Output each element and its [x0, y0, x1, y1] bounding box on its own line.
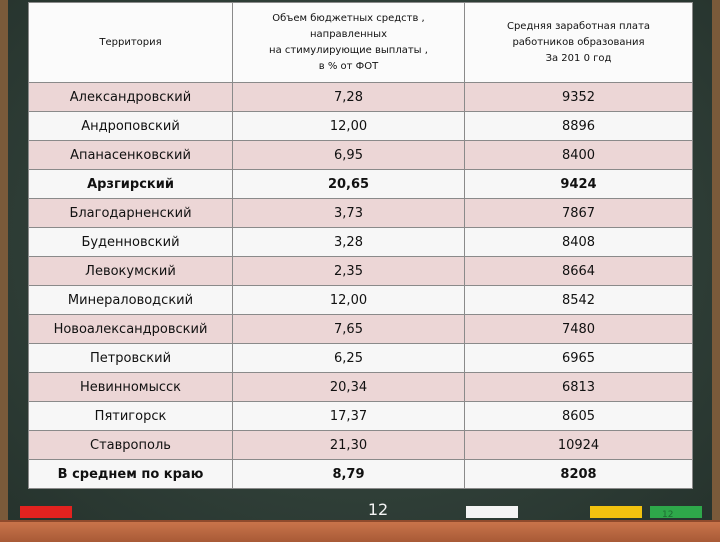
cell-average-salary: 8408: [464, 227, 693, 257]
table-row: Андроповский 12,00 8896: [28, 111, 693, 141]
cell-average-salary: 7867: [464, 198, 693, 228]
table-row: Ставрополь 21,30 10924: [28, 430, 693, 460]
cell-territory: Апанасенковский: [28, 140, 233, 170]
cell-average-salary: 8664: [464, 256, 693, 286]
cell-budget-share: 3,28: [232, 227, 465, 257]
cell-average-salary: 8208: [464, 459, 693, 489]
table-row: Буденновский 3,28 8408: [28, 227, 693, 257]
cell-territory: В среднем по краю: [28, 459, 233, 489]
cell-territory: Пятигорск: [28, 401, 233, 431]
cell-average-salary: 8400: [464, 140, 693, 170]
chalk-white: [466, 506, 518, 518]
header-average-salary: Средняя заработная плата работников обра…: [464, 2, 693, 83]
cell-territory: Благодарненский: [28, 198, 233, 228]
header-budget-share: Объем бюджетных средств , направленных н…: [232, 2, 465, 83]
slide-number-small: 12: [662, 510, 674, 520]
cell-territory: Петровский: [28, 343, 233, 373]
cell-budget-share: 6,95: [232, 140, 465, 170]
table-row-average: В среднем по краю 8,79 8208: [28, 459, 693, 489]
table-row: Апанасенковский 6,95 8400: [28, 140, 693, 170]
board-frame-left: [0, 0, 8, 540]
cell-average-salary: 8896: [464, 111, 693, 141]
cell-budget-share: 20,65: [232, 169, 465, 199]
cell-budget-share: 3,73: [232, 198, 465, 228]
cell-territory: Буденновский: [28, 227, 233, 257]
data-table: Территория Объем бюджетных средств , нап…: [28, 2, 693, 489]
cell-budget-share: 21,30: [232, 430, 465, 460]
cell-territory: Андроповский: [28, 111, 233, 141]
cell-budget-share: 6,25: [232, 343, 465, 373]
table-row: Минераловодский 12,00 8542: [28, 285, 693, 315]
cell-budget-share: 12,00: [232, 111, 465, 141]
cell-territory: Минераловодский: [28, 285, 233, 315]
table-row: Невинномысск 20,34 6813: [28, 372, 693, 402]
slide-number: 12: [367, 500, 389, 519]
chalk-tray: [0, 520, 720, 542]
cell-territory: Новоалександровский: [28, 314, 233, 344]
cell-territory: Александровский: [28, 82, 233, 112]
cell-territory: Невинномысск: [28, 372, 233, 402]
header-territory: Территория: [28, 2, 233, 83]
chalk-green: [650, 506, 702, 518]
cell-average-salary: 6965: [464, 343, 693, 373]
cell-average-salary: 8542: [464, 285, 693, 315]
cell-average-salary: 6813: [464, 372, 693, 402]
cell-territory: Левокумский: [28, 256, 233, 286]
table-row: Арзгирский 20,65 9424: [28, 169, 693, 199]
cell-average-salary: 9352: [464, 82, 693, 112]
cell-average-salary: 7480: [464, 314, 693, 344]
cell-budget-share: 2,35: [232, 256, 465, 286]
table-header-row: Территория Объем бюджетных средств , нап…: [28, 2, 693, 83]
cell-budget-share: 12,00: [232, 285, 465, 315]
table-row: Александровский 7,28 9352: [28, 82, 693, 112]
cell-territory: Ставрополь: [28, 430, 233, 460]
table-row: Пятигорск 17,37 8605: [28, 401, 693, 431]
cell-budget-share: 7,65: [232, 314, 465, 344]
table-row: Новоалександровский 7,65 7480: [28, 314, 693, 344]
table-row: Левокумский 2,35 8664: [28, 256, 693, 286]
cell-average-salary: 10924: [464, 430, 693, 460]
cell-budget-share: 20,34: [232, 372, 465, 402]
cell-territory: Арзгирский: [28, 169, 233, 199]
cell-budget-share: 8,79: [232, 459, 465, 489]
cell-budget-share: 7,28: [232, 82, 465, 112]
board-frame-right: [712, 0, 720, 540]
table-row: Петровский 6,25 6965: [28, 343, 693, 373]
table-row: Благодарненский 3,73 7867: [28, 198, 693, 228]
cell-average-salary: 8605: [464, 401, 693, 431]
cell-average-salary: 9424: [464, 169, 693, 199]
chalk-red: [20, 506, 72, 518]
cell-budget-share: 17,37: [232, 401, 465, 431]
chalk-yellow: [590, 506, 642, 518]
